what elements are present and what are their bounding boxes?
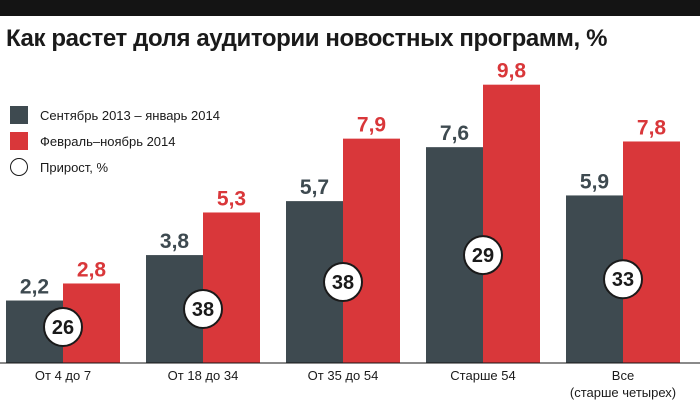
category-label-4: Все (старше четырех) — [570, 368, 676, 400]
growth-circle-0 — [43, 307, 83, 347]
growth-label-0: 26 — [52, 317, 74, 339]
data-label-series2-4: 7,8 — [637, 116, 667, 139]
growth-label-3: 29 — [472, 245, 494, 267]
top-bar — [0, 0, 700, 16]
legend-item-growth: Прирост, % — [10, 154, 220, 180]
legend-swatch-series1 — [10, 106, 28, 124]
category-label-1: От 18 до 34 — [168, 368, 239, 383]
legend-label-series1: Сентябрь 2013 – январь 2014 — [40, 107, 220, 123]
data-label-series1-0: 2,2 — [20, 276, 49, 299]
chart-title: Как растет доля аудитории новостных прог… — [6, 25, 608, 52]
legend-swatch-series2 — [10, 132, 28, 150]
data-label-series1-2: 5,7 — [300, 176, 329, 199]
growth-label-4: 33 — [612, 269, 634, 291]
growth-label-2: 38 — [332, 272, 354, 294]
data-label-series2-2: 7,9 — [357, 114, 386, 137]
data-label-series2-0: 2,8 — [77, 258, 107, 281]
growth-circle-4 — [603, 259, 643, 300]
legend-label-series2: Февраль–ноябрь 2014 — [40, 133, 176, 149]
category-label-3: Старше 54 — [450, 368, 515, 383]
legend: Сентябрь 2013 – январь 2014 Февраль–нояб… — [10, 102, 220, 180]
data-label-series2-3: 9,8 — [497, 60, 527, 83]
legend-label-growth: Прирост, % — [40, 159, 109, 175]
legend-swatch-growth-circle — [10, 158, 28, 176]
bar-series2-3 — [483, 84, 540, 364]
category-label-0: От 4 до 7 — [35, 368, 91, 383]
data-label-series1-4: 5,9 — [580, 170, 609, 193]
growth-circle-3 — [463, 235, 503, 276]
data-label-series1-1: 3,8 — [160, 230, 190, 253]
legend-item-series2: Февраль–ноябрь 2014 — [10, 128, 220, 154]
data-label-series1-3: 7,6 — [440, 122, 469, 145]
bar-series2-1 — [203, 212, 260, 363]
legend-item-series1: Сентябрь 2013 – январь 2014 — [10, 102, 220, 128]
data-label-series2-1: 5,3 — [217, 187, 246, 210]
growth-circle-1 — [183, 289, 223, 330]
growth-circle-2 — [323, 262, 363, 303]
bar-series2-2 — [343, 138, 400, 363]
category-label-2: От 35 до 54 — [308, 368, 379, 383]
bar-series2-4 — [623, 141, 680, 363]
growth-label-1: 38 — [192, 299, 214, 321]
